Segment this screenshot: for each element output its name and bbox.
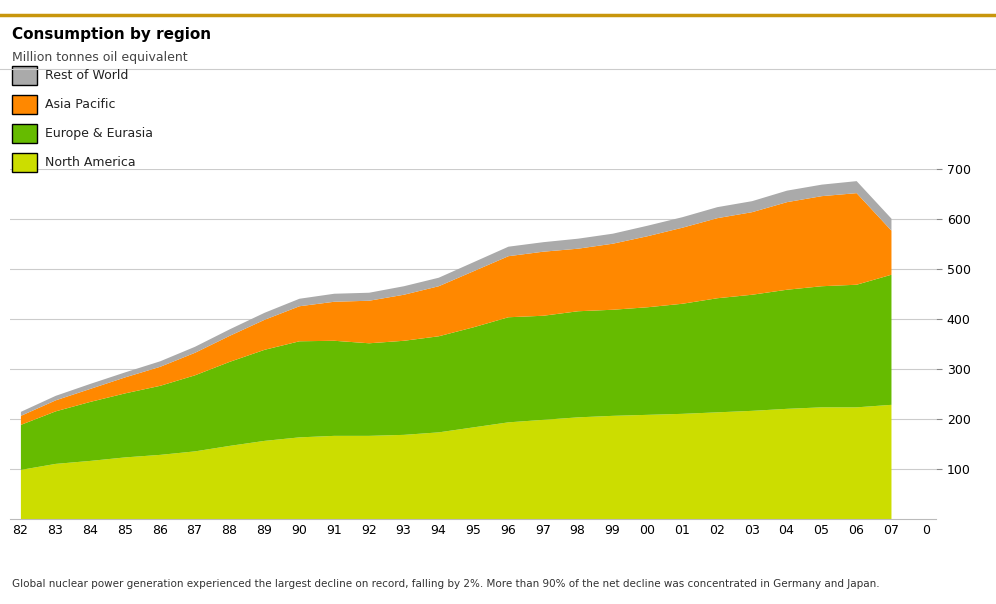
Text: Global nuclear power generation experienced the largest decline on record, falli: Global nuclear power generation experien… [12,579,879,589]
Text: North America: North America [45,156,135,169]
Text: Rest of World: Rest of World [45,69,128,82]
Text: Million tonnes oil equivalent: Million tonnes oil equivalent [12,51,187,65]
Text: Asia Pacific: Asia Pacific [45,98,116,111]
Text: Consumption by region: Consumption by region [12,27,211,42]
Text: Europe & Eurasia: Europe & Eurasia [45,127,152,140]
